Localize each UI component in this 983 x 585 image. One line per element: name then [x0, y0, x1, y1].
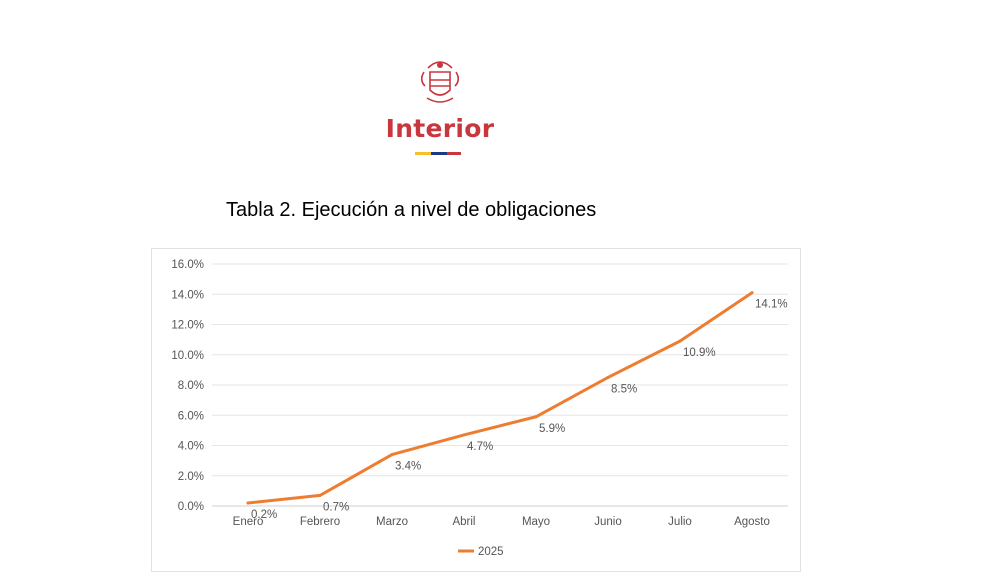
x-tick-label: Abril: [452, 516, 475, 528]
logo-wordmark: Interior: [385, 114, 495, 143]
data-label: 8.5%: [611, 383, 637, 395]
coat-of-arms-icon: [420, 61, 460, 103]
data-point: [246, 501, 250, 505]
x-tick-label: Febrero: [300, 516, 340, 528]
x-tick-label: Agosto: [734, 516, 770, 528]
flag-stripe-red: [447, 152, 461, 155]
data-label: 4.7%: [467, 441, 493, 453]
data-point: [390, 453, 394, 457]
y-tick-label: 6.0%: [178, 410, 204, 422]
table-title: Tabla 2. Ejecución a nivel de obligacion…: [226, 199, 597, 221]
y-tick-label: 8.0%: [178, 380, 204, 392]
data-label: 0.7%: [323, 501, 349, 513]
x-tick-label: Julio: [668, 516, 692, 528]
flag-stripe-blue: [431, 152, 447, 155]
x-tick-label: Marzo: [376, 516, 408, 528]
data-label: 0.2%: [251, 509, 277, 521]
x-tick-label: Enero: [233, 516, 264, 528]
flag-stripe-yellow: [415, 152, 431, 155]
y-tick-label: 16.0%: [171, 259, 204, 271]
x-tick-label: Junio: [594, 516, 622, 528]
legend-label: 2025: [478, 546, 504, 558]
y-tick-label: 4.0%: [178, 441, 204, 453]
data-label: 3.4%: [395, 461, 421, 473]
data-point: [606, 375, 610, 379]
data-point: [534, 415, 538, 419]
y-tick-label: 0.0%: [178, 501, 204, 513]
data-label: 10.9%: [683, 347, 716, 359]
data-point: [462, 433, 466, 437]
chart-container: 0.0% 2.0% 4.0% 6.0% 8.0% 10.0% 12.0% 14.0% 16.0%…: [151, 248, 801, 572]
y-tick-label: 10.0%: [171, 350, 204, 362]
data-point: [318, 493, 322, 497]
line-chart: 0.0% 2.0% 4.0% 6.0% 8.0% 10.0% 12.0% 14.0% 16.0%…: [171, 259, 788, 558]
x-tick-label: Mayo: [522, 516, 550, 528]
y-tick-label: 14.0%: [171, 289, 204, 301]
y-tick-label: 2.0%: [178, 471, 204, 483]
data-point: [678, 339, 682, 343]
series-line-2025: [246, 291, 754, 505]
data-label: 14.1%: [755, 299, 788, 311]
data-label: 5.9%: [539, 423, 565, 435]
y-tick-label: 12.0%: [171, 320, 204, 332]
data-point: [750, 291, 754, 295]
interior-logo: Interior: [375, 52, 505, 162]
